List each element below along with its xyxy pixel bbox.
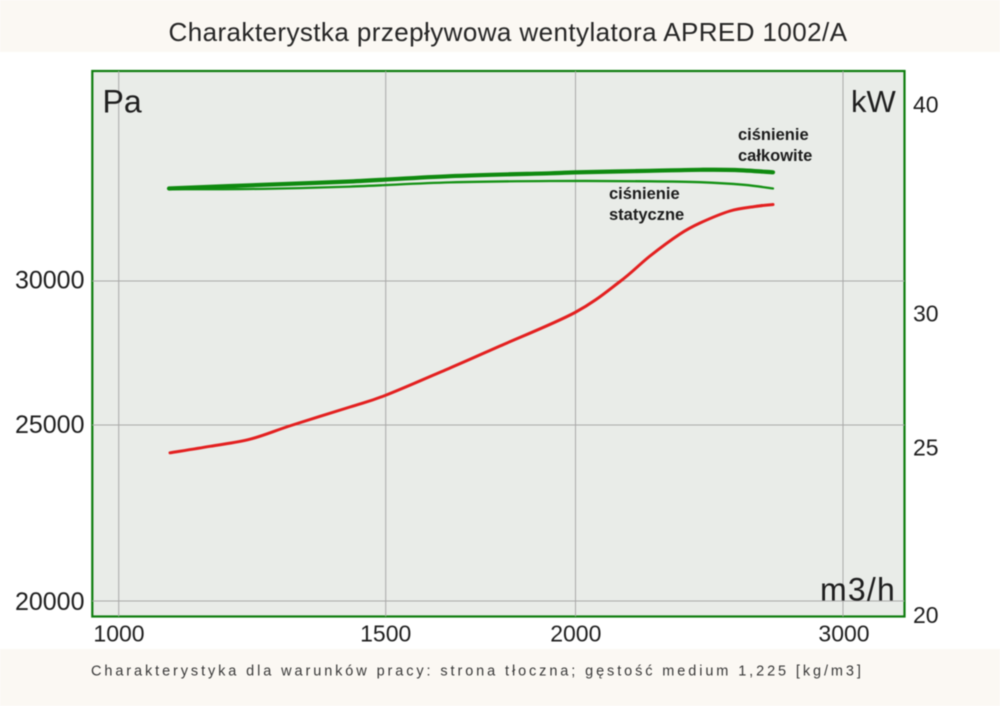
svg-text:25: 25 — [913, 434, 939, 460]
svg-text:Charakterystka przepływowa wen: Charakterystka przepływowa wentylatora A… — [169, 17, 848, 47]
svg-text:całkowite: całkowite — [738, 147, 812, 165]
svg-text:Pa: Pa — [103, 84, 142, 120]
svg-text:20: 20 — [913, 602, 939, 628]
svg-text:m3/h: m3/h — [820, 572, 896, 608]
svg-text:40: 40 — [913, 91, 939, 117]
svg-text:25000: 25000 — [15, 411, 85, 439]
svg-text:2000: 2000 — [550, 621, 601, 647]
svg-text:ciśnienie: ciśnienie — [738, 126, 809, 144]
svg-text:3000: 3000 — [818, 621, 869, 647]
svg-text:1000: 1000 — [93, 621, 144, 647]
svg-text:ciśnienie: ciśnienie — [609, 185, 680, 203]
svg-text:kW: kW — [851, 84, 897, 119]
svg-text:30: 30 — [913, 300, 939, 326]
svg-text:30000: 30000 — [15, 267, 85, 295]
svg-text:Charakterystyka dla warunków p: Charakterystyka dla warunków pracy: stro… — [91, 664, 864, 680]
svg-text:20000: 20000 — [15, 588, 85, 616]
svg-text:statyczne: statyczne — [609, 206, 684, 224]
svg-text:1500: 1500 — [360, 621, 411, 647]
